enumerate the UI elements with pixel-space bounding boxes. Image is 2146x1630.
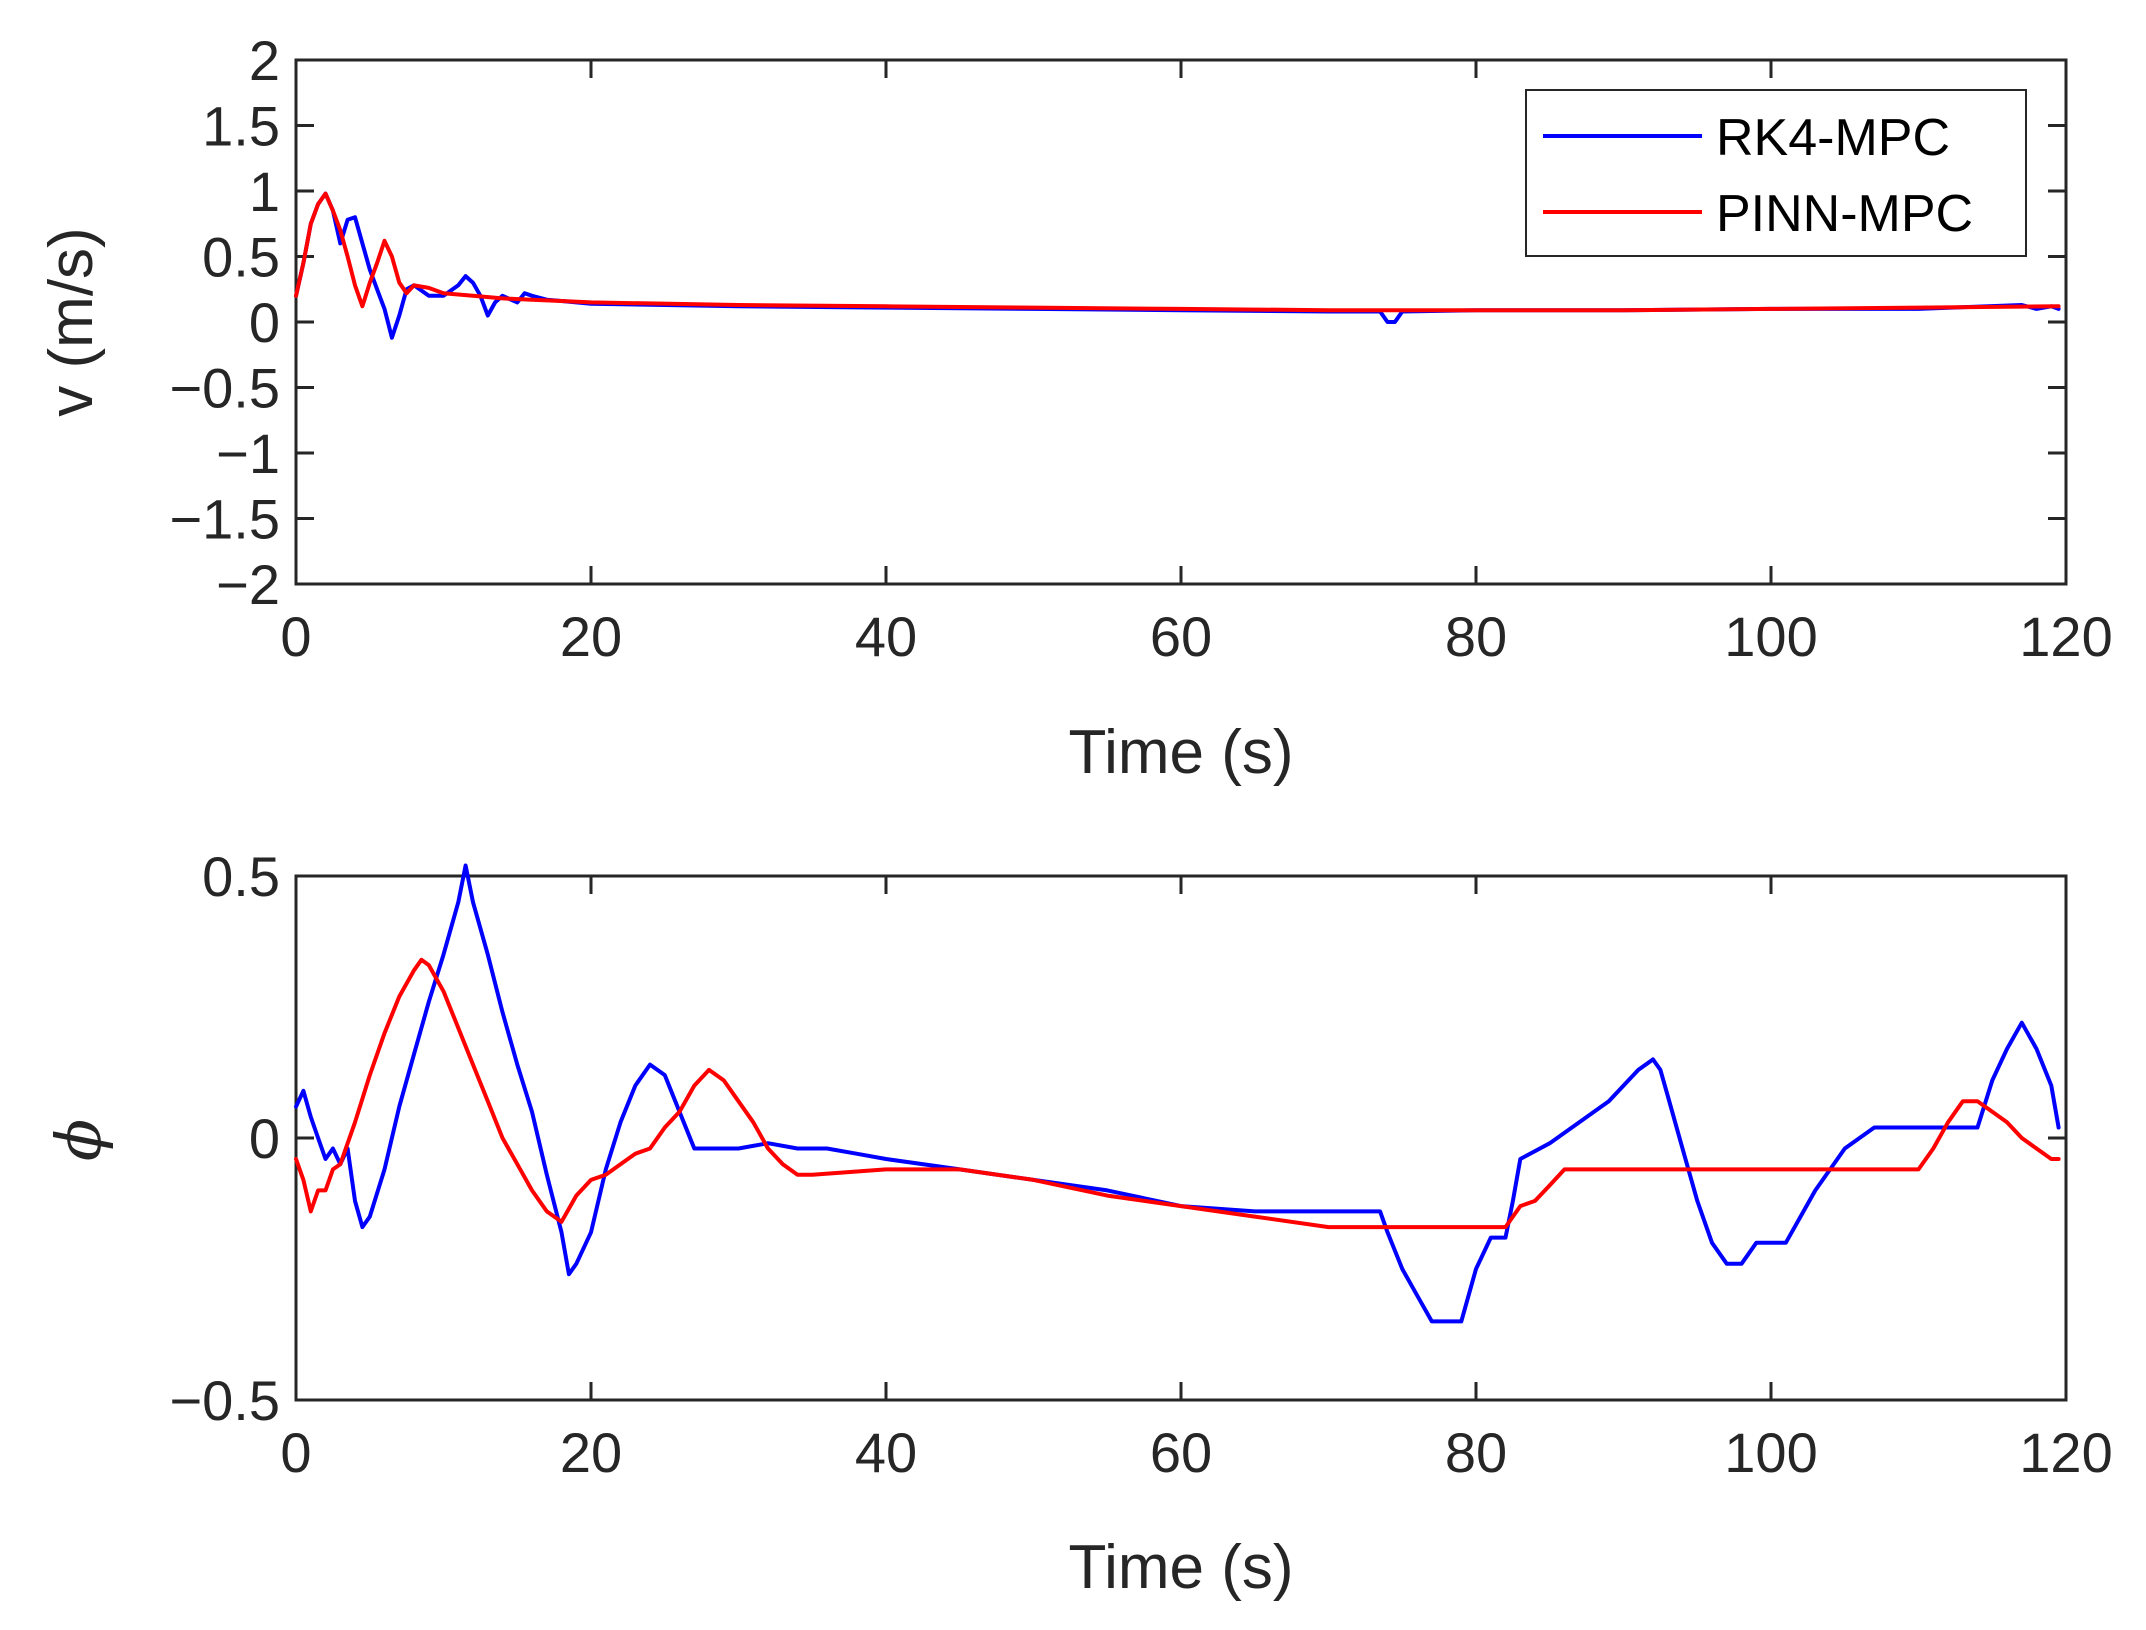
steering-x-ticks: 0 20 40 60 80 100 120: [280, 876, 2113, 1484]
legend-box: [1525, 89, 2027, 257]
velocity-y-ticks: −2−1.5−1−0.500.511.52: [169, 29, 2066, 616]
steering-y-ticks: −0.5 0 0.5: [169, 845, 2066, 1432]
legend-rk4-label: RK4-MPC: [1716, 109, 1950, 167]
steering-series-rk4-mpc: [294, 863, 2061, 1324]
velocity-x-tick-label: 0: [280, 605, 311, 668]
legend: RK4-MPC PINN-MPC: [1525, 89, 2027, 257]
steering-x-tick-label: 40: [855, 1421, 917, 1484]
steering-axes-box: [294, 874, 2068, 1402]
steering-series-pinn-mpc: [294, 957, 2061, 1230]
velocity-y-tick-label: −0.5: [169, 357, 280, 420]
velocity-x-ticks: 0 20 40 60 80 100 120: [280, 60, 2113, 668]
velocity-x-axis-label: Time (s): [1069, 718, 1294, 787]
steering-x-tick-label: 0: [280, 1421, 311, 1484]
steering-x-tick-label: 100: [1724, 1421, 1817, 1484]
velocity-x-tick-label: 120: [2019, 605, 2112, 668]
velocity-y-tick-label: 2: [249, 29, 280, 92]
velocity-x-tick-label: 20: [560, 605, 622, 668]
steering-x-tick-label: 120: [2019, 1421, 2112, 1484]
velocity-series: [294, 191, 2061, 340]
velocity-x-tick-label: 80: [1445, 605, 1507, 668]
steering-y-axis-label: ϕ: [42, 1119, 115, 1161]
steering-series: [294, 863, 2061, 1324]
steering-y-tick-label: −0.5: [169, 1369, 280, 1432]
steering-y-tick-label: 0: [249, 1107, 280, 1170]
steering-x-tick-label: 20: [560, 1421, 622, 1484]
steering-y-tick-label: 0.5: [202, 845, 280, 908]
velocity-x-tick-label: 60: [1150, 605, 1212, 668]
steering-x-tick-label: 60: [1150, 1421, 1212, 1484]
velocity-y-tick-label: −1.5: [169, 488, 280, 551]
velocity-y-tick-label: 0.5: [202, 226, 280, 289]
velocity-y-tick-label: 1.5: [202, 95, 280, 158]
steering-x-tick-label: 80: [1445, 1421, 1507, 1484]
velocity-y-axis-label: v (m/s): [37, 227, 106, 416]
velocity-y-tick-label: −1: [216, 422, 280, 485]
velocity-x-tick-label: 100: [1724, 605, 1817, 668]
velocity-y-tick-label: −2: [216, 553, 280, 616]
velocity-x-tick-label: 40: [855, 605, 917, 668]
velocity-plot: 0 20 40 60 80 100 120 −2−1.5−1−0.500.511.52 Ti…: [37, 29, 2113, 787]
legend-pinn-label: PINN-MPC: [1716, 185, 1973, 243]
velocity-series-pinn-mpc: [294, 191, 2061, 313]
steering-x-axis-label: Time (s): [1069, 1533, 1294, 1602]
velocity-y-tick-label: 1: [249, 160, 280, 223]
steering-plot: 0 20 40 60 80 100 120 −0.500.5 Time (s) ϕ: [42, 845, 2113, 1602]
velocity-y-tick-label: 0: [249, 291, 280, 354]
